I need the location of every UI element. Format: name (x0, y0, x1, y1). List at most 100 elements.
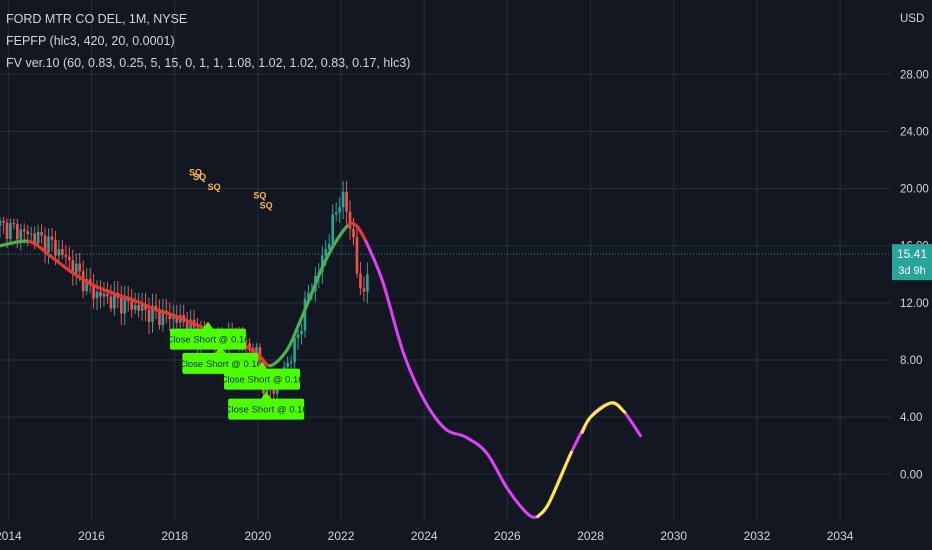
candle-body-103 (355, 237, 359, 274)
candle-body-6 (19, 229, 23, 240)
candle-body-102 (352, 228, 355, 238)
candle-body-17 (57, 249, 61, 256)
candle-body-3 (9, 223, 12, 239)
candle-body-28 (95, 291, 99, 299)
close-short-signal-2: Close Short @ 0.16 (220, 361, 304, 390)
candle-body-15 (50, 236, 54, 240)
fv-line-segment-2 (48, 254, 73, 274)
price-tag-box (892, 244, 932, 281)
signal-label-3: Close Short @ 0.16 (225, 405, 308, 416)
candle-body-51 (175, 315, 179, 323)
axes: 0.004.008.0012.0016.0020.0024.0028.00USD… (0, 13, 929, 543)
fv-line-segment-5 (110, 291, 135, 302)
fv-line-segment-18 (335, 222, 351, 242)
close-short-signals: Close Short @ 0.16 Close Short @ 0.16 Clos… (166, 321, 308, 420)
sq-marker-1: SQ (193, 172, 206, 182)
y-tick-label-5: 20.00 (900, 184, 929, 196)
y-tick-label-7: 28.00 (900, 69, 929, 81)
indicator-fv-label[interactable]: FV ver.10 (60, 0.83, 0.25, 5, 15, 0, 1, … (6, 56, 411, 70)
candle-body-88 (303, 298, 307, 331)
close-short-signal-3: Close Short @ 0.16 (225, 391, 308, 420)
candle-body-101 (348, 211, 352, 229)
candle-body-94 (324, 249, 328, 256)
candle-body-31 (106, 293, 109, 297)
symbol-title[interactable]: FORD MTR CO DEL, 1M, NYSE (6, 12, 188, 26)
candle-body-98 (338, 207, 341, 213)
fv-line-segment-1 (27, 239, 52, 258)
candle-body-1 (2, 220, 5, 223)
candle-body-99 (341, 191, 345, 208)
candle-body-8 (26, 231, 30, 235)
x-tick-label-10: 2034 (827, 529, 854, 543)
x-tick-label-5: 2024 (411, 529, 438, 543)
candle-body-9 (29, 233, 33, 235)
x-tick-label-6: 2026 (494, 529, 521, 543)
candle-body-40 (137, 304, 140, 311)
fv-line-segment-8 (173, 314, 198, 326)
candle-body-25 (85, 279, 88, 292)
y-tick-label-6: 24.00 (900, 126, 929, 138)
close-short-signal-0: Close Short @ 0.16 (166, 321, 249, 350)
price-tag-value: 15.41 (897, 247, 927, 261)
candle-body-77 (265, 386, 269, 394)
signal-label-1: Close Short @ 0.16 (179, 359, 262, 370)
candle-body-84 (289, 361, 293, 363)
x-tick-label-9: 2032 (744, 529, 771, 543)
indicator-fepfp-label[interactable]: FEPFP (hlc3, 420, 20, 0.0001) (6, 34, 175, 48)
candle-body-55 (189, 319, 192, 336)
fv-line-segment-13 (268, 348, 289, 368)
candle-body-29 (99, 291, 102, 297)
grid (0, 0, 890, 520)
fv-line-segment-16 (310, 261, 326, 295)
sq-marker-2: SQ (208, 182, 221, 192)
candle-body-44 (151, 305, 154, 323)
candle-body-4 (12, 223, 16, 225)
candle-body-104 (359, 273, 362, 289)
time-axis[interactable]: 2014 2016 2018 2020 2022 2024 2026 2028 2030 2032… (0, 529, 854, 543)
candle-body-86 (296, 334, 300, 338)
fv-line-segment-17 (322, 238, 339, 265)
candle-body-32 (109, 296, 113, 309)
x-tick-label-0: 2014 (0, 529, 22, 543)
candle-body-0 (0, 220, 2, 226)
y-tick-label-3: 12.00 (900, 298, 929, 310)
projection-path (364, 239, 642, 519)
candle-body-30 (102, 293, 106, 297)
candle-body-13 (43, 235, 47, 253)
candle-body-43 (147, 309, 151, 323)
candle-body-95 (327, 243, 331, 250)
fv-line-segment-4 (89, 282, 114, 295)
candle-body-5 (16, 224, 19, 240)
candle-body-11 (36, 231, 40, 244)
candle-body-10 (33, 233, 36, 244)
currency-label: USD (900, 13, 924, 25)
candle-body-19 (64, 254, 68, 257)
sq-marker-0: SQ (189, 168, 202, 178)
candle-body-18 (61, 249, 64, 255)
candle-body-96 (331, 214, 335, 244)
candle-body-23 (78, 263, 82, 272)
candle-body-12 (40, 231, 43, 236)
candle-body-2 (5, 222, 9, 239)
x-tick-label-4: 2022 (328, 529, 355, 543)
signal-label-0: Close Short @ 0.16 (166, 335, 249, 346)
fv-line-segment-7 (152, 306, 177, 318)
candle-body-39 (133, 304, 137, 310)
projection-yellow-segment-0 (536, 450, 573, 519)
signal-box-2 (224, 368, 301, 390)
candle-body-49 (168, 313, 172, 320)
signal-label-2: Close Short @ 0.16 (220, 375, 303, 386)
candle-body-36 (123, 297, 127, 314)
x-tick-label-1: 2016 (78, 529, 105, 543)
x-tick-label-2: 2018 (161, 529, 188, 543)
candle-body-27 (92, 285, 95, 299)
x-tick-label-8: 2030 (660, 529, 687, 543)
chart-legend: FORD MTR CO DEL, 1M, NYSE FEPFP (hlc3, 4… (6, 8, 410, 74)
candle-body-47 (161, 310, 165, 326)
candle-body-89 (307, 292, 310, 299)
signal-arrow-1 (215, 345, 226, 353)
candle-body-38 (130, 301, 133, 310)
candle-body-97 (334, 212, 338, 215)
